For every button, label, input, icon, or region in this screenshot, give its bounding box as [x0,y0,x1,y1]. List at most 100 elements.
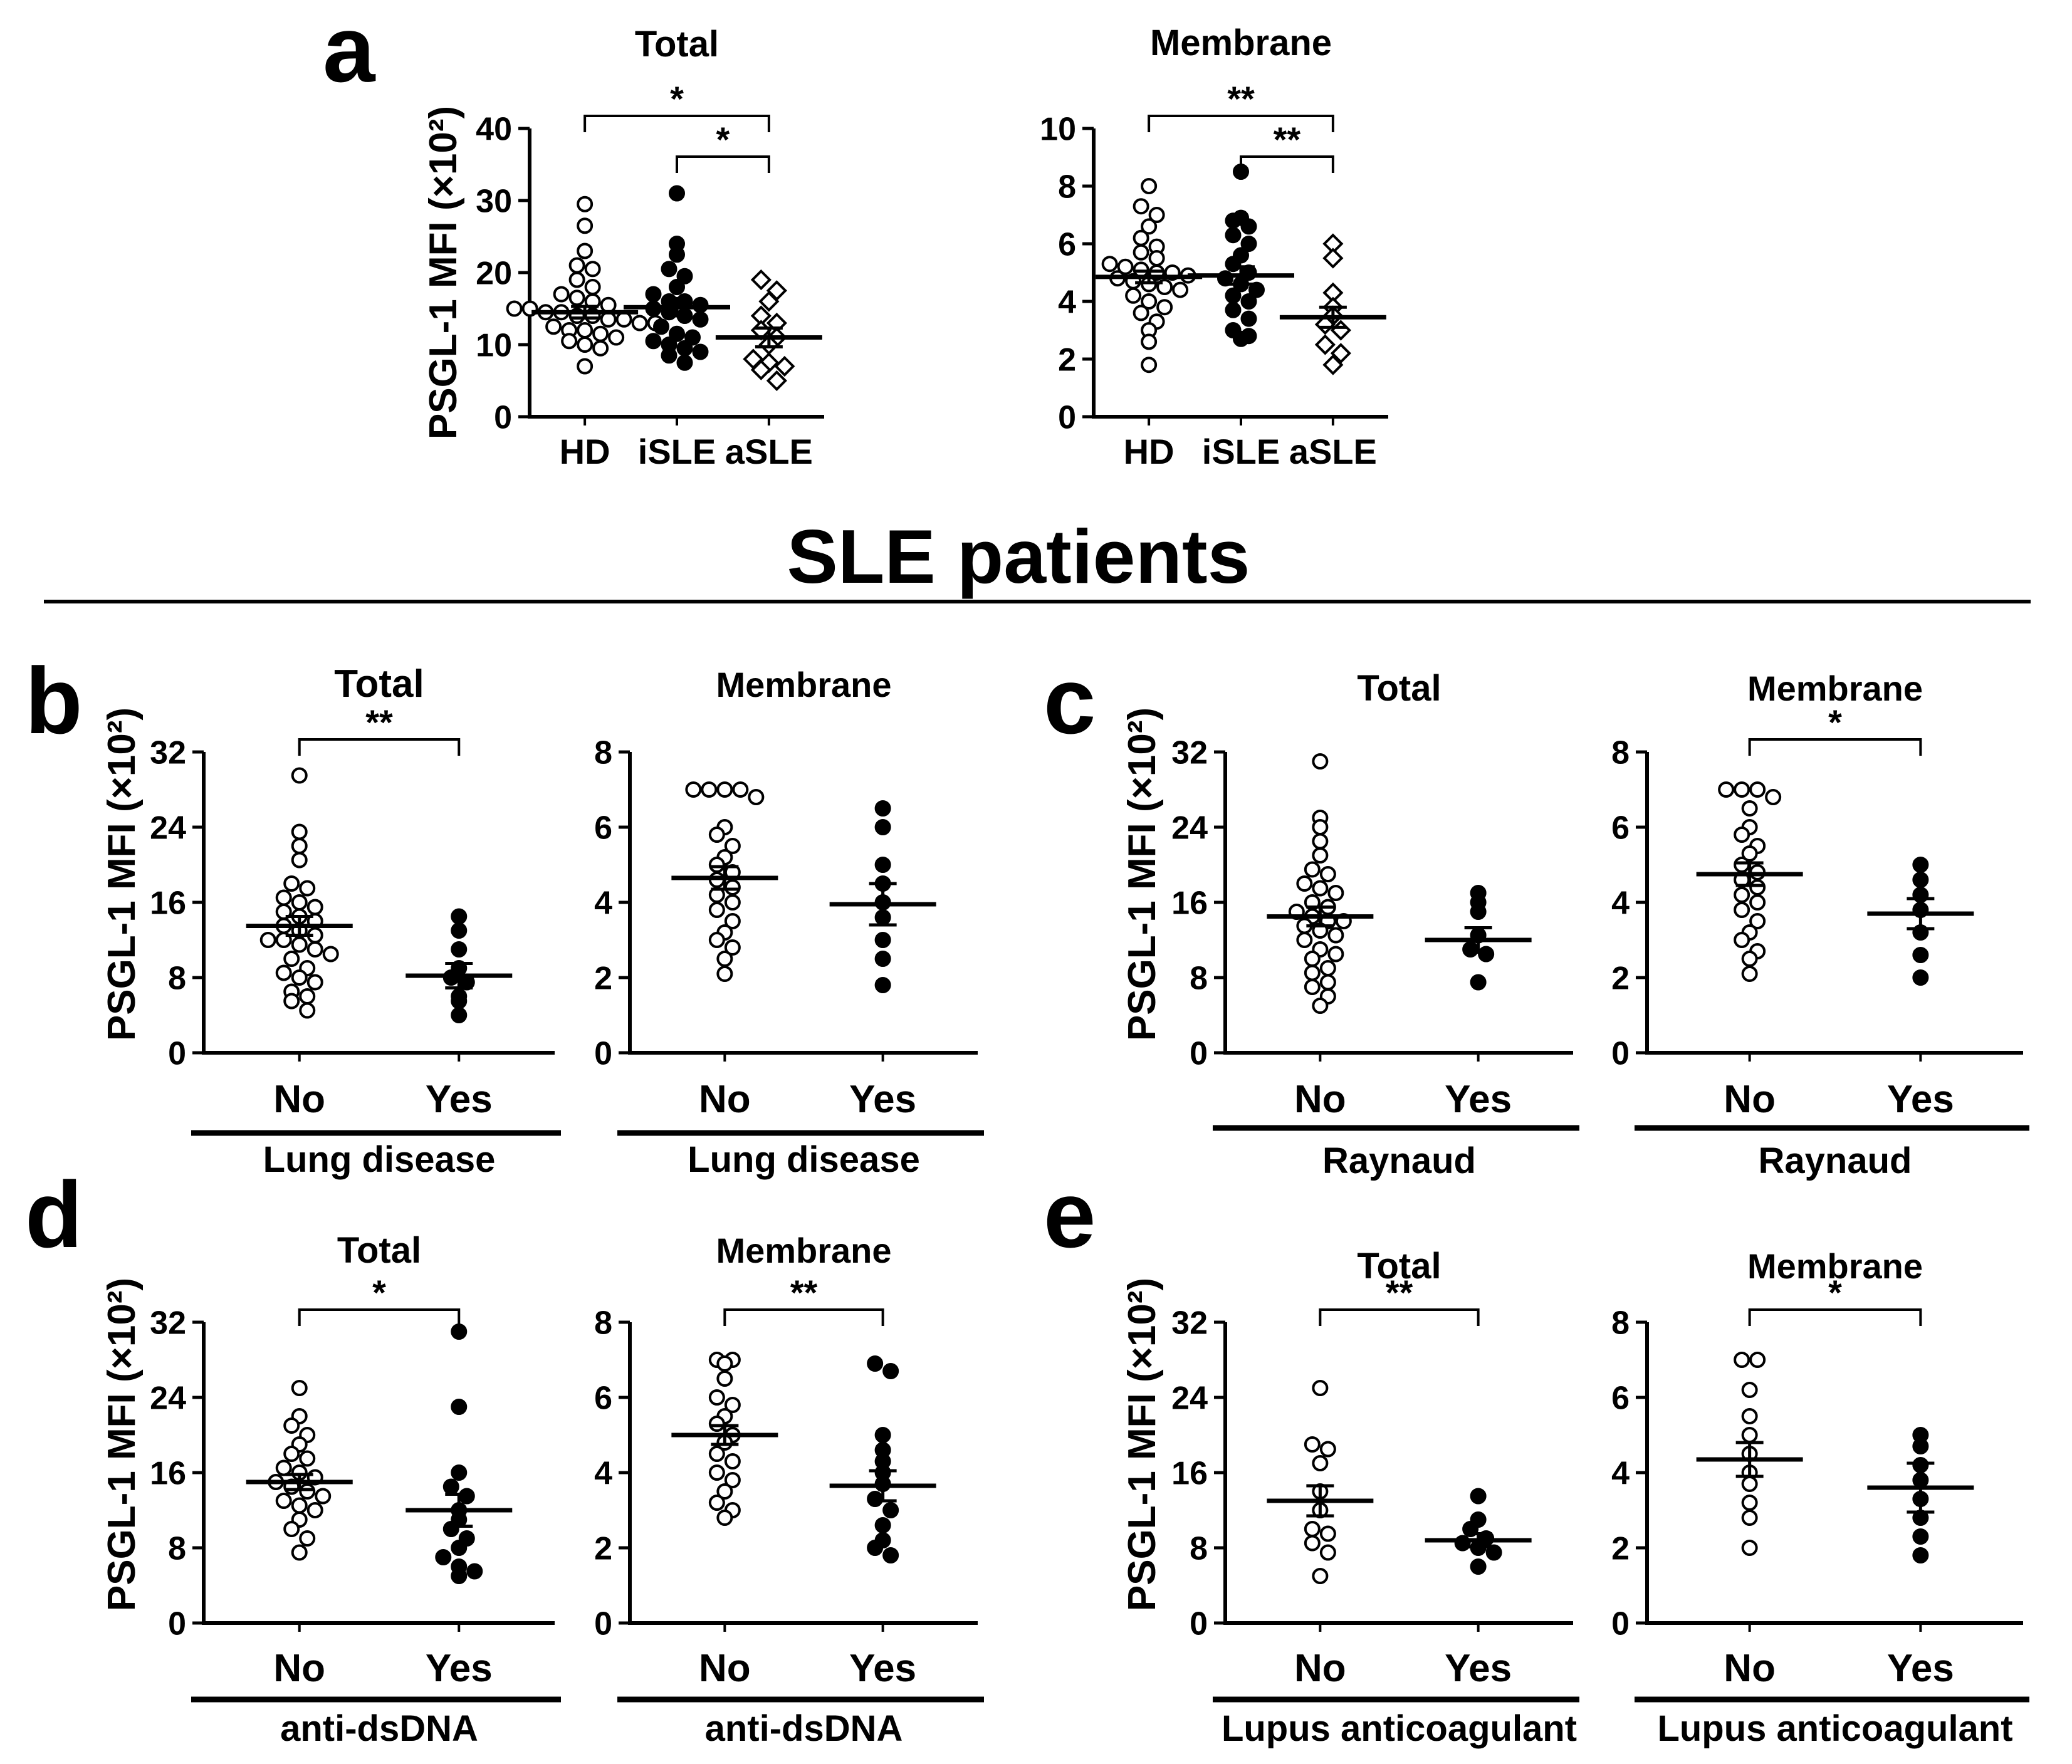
significance-label: ** [365,702,393,742]
significance-bracket [1748,738,1922,756]
data-point [1741,1476,1758,1492]
y-tick-label: 0 [594,1606,612,1642]
data-point [724,879,741,895]
y-tick-label: 6 [1058,227,1076,263]
data-point [1319,866,1336,882]
data-point [882,1363,899,1379]
data-point [1101,256,1118,273]
y-axis-label-d: PSGL-1 MFI (×10²) [100,1278,144,1611]
data-point [874,800,891,817]
y-tick-label: 8 [1190,961,1208,997]
series-asle [1279,233,1386,375]
data-point [669,246,685,263]
data-point [568,257,585,274]
data-point [645,333,662,350]
significance-label: * [372,1273,386,1312]
data-point [1233,330,1249,347]
category-label: Yes [426,1078,493,1121]
data-point [577,217,594,234]
data-point [1741,1510,1758,1526]
chart-a-total: 0 10 20 30 40 Total HD iSLE aSLE * * [476,24,824,471]
data-point [1734,887,1750,903]
data-point [1912,969,1929,986]
data-point [1734,857,1750,873]
y-axis-label-b: PSGL-1 MFI (×10²) [100,707,144,1041]
y-tick-label: 2 [1611,961,1630,997]
data-point [1312,833,1329,850]
series-no [671,781,778,982]
series-yes [1425,885,1532,991]
chart-title: Total [1357,668,1441,709]
y-tick-label: 4 [594,885,612,922]
category-label: Yes [1445,1647,1512,1690]
data-point [1312,1455,1329,1471]
data-point [283,993,300,1010]
panel-letter-b: b [25,648,83,753]
data-point [1296,932,1313,948]
significance-label: ** [1274,120,1301,159]
significance-bracket [583,115,770,132]
chart-title: Membrane [716,665,891,704]
data-point [451,1007,468,1023]
data-point [701,781,718,798]
data-point [750,359,772,380]
data-point [291,767,308,784]
panel-letter-c: c [1044,648,1096,753]
data-point [1296,875,1313,892]
data-point [1470,974,1487,991]
y-tick-label: 8 [594,1305,612,1342]
data-point [1133,244,1149,261]
data-point [1327,946,1344,963]
y-tick-label: 32 [1171,1305,1208,1342]
data-point [716,1370,733,1387]
data-point [1117,258,1134,275]
data-point [283,951,300,967]
data-point [708,827,725,843]
y-tick-label: 4 [1611,1456,1630,1492]
significance-label: * [670,79,684,118]
data-point [716,1483,733,1500]
data-point [1470,1558,1487,1575]
data-point [577,337,594,353]
data-point [1304,1535,1321,1552]
data-point [1312,880,1329,897]
category-label: No [273,1647,325,1690]
series-no [1267,1380,1374,1584]
series-yes [1867,1427,1974,1563]
data-point [1133,198,1149,215]
data-point [1734,781,1750,798]
x-axis-label: Lupus anticoagulant [1222,1708,1577,1749]
data-point [451,1568,468,1584]
data-point [1912,1528,1929,1545]
data-point [874,1427,891,1443]
data-point [1312,1568,1329,1584]
y-axis-label-c: PSGL-1 MFI (×10²) [1121,707,1164,1041]
data-point [1314,334,1336,355]
data-point [1327,885,1344,901]
category-label: aSLE [725,432,813,471]
category-label: Yes [1445,1078,1512,1121]
series-no [246,1380,353,1561]
category-label: No [699,1078,751,1121]
data-point [1741,1382,1758,1398]
data-point [1133,229,1149,246]
data-point [1304,964,1321,981]
y-tick-label: 32 [150,735,186,771]
category-label: No [1294,1647,1346,1690]
data-point [874,819,891,835]
data-point [1304,951,1321,967]
data-point [661,261,678,278]
data-point [600,296,617,313]
category-label: iSLE [638,432,716,471]
data-point [882,1502,899,1518]
data-point [451,1399,468,1415]
data-point [1240,293,1257,310]
data-point [661,347,678,364]
x-axis-label: anti-dsDNA [705,1708,903,1749]
data-point [716,781,733,798]
y-tick-label: 0 [168,1036,186,1072]
data-point [724,1453,741,1469]
y-tick-label: 8 [168,961,186,997]
data-point [322,946,339,963]
